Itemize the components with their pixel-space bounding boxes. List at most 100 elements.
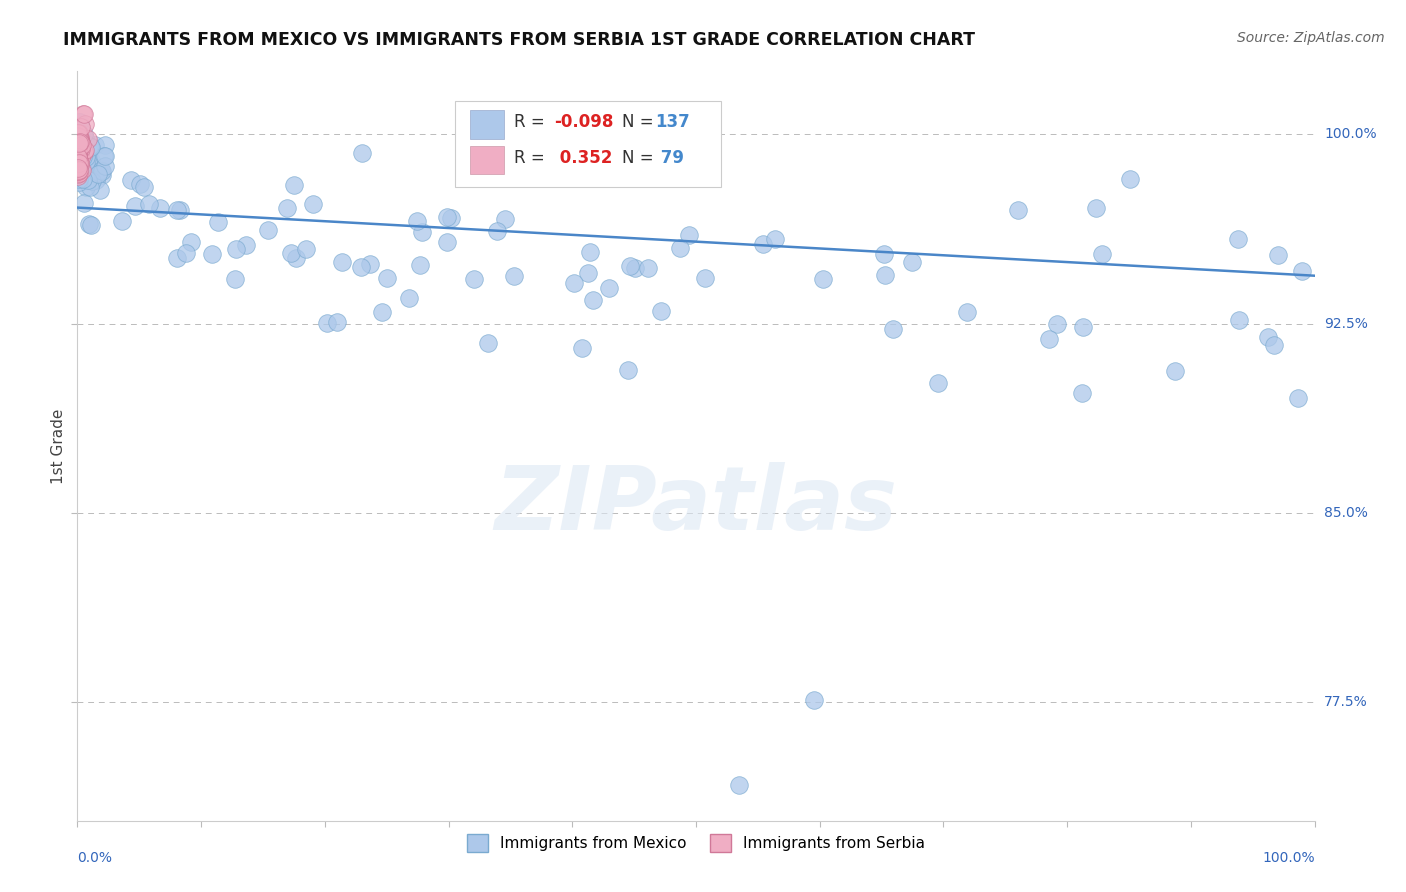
Point bbox=[180, 235, 202, 249]
Point bbox=[67, 162, 90, 177]
Text: ZIPatlas: ZIPatlas bbox=[495, 462, 897, 549]
Point bbox=[66, 164, 89, 178]
Point bbox=[295, 242, 318, 256]
Point bbox=[67, 175, 90, 189]
Point bbox=[66, 158, 89, 172]
Point bbox=[927, 376, 949, 390]
Point bbox=[66, 169, 89, 183]
Point bbox=[69, 137, 91, 152]
Point bbox=[66, 141, 89, 155]
Y-axis label: 1st Grade: 1st Grade bbox=[51, 409, 66, 483]
Point bbox=[67, 163, 90, 178]
Text: R =: R = bbox=[515, 113, 550, 131]
Point bbox=[66, 153, 89, 167]
Point bbox=[111, 214, 134, 228]
Point bbox=[72, 107, 94, 121]
Point bbox=[66, 167, 89, 181]
Point bbox=[73, 145, 96, 159]
Point bbox=[66, 153, 89, 168]
Text: R =: R = bbox=[515, 149, 550, 167]
Point bbox=[75, 155, 97, 169]
Point bbox=[66, 153, 89, 168]
Point bbox=[409, 258, 432, 272]
Point bbox=[280, 246, 302, 260]
Point bbox=[436, 210, 458, 224]
Point bbox=[67, 164, 90, 178]
Point bbox=[225, 242, 247, 256]
Point bbox=[67, 159, 90, 173]
Point bbox=[66, 157, 89, 171]
Point bbox=[562, 276, 585, 290]
Point bbox=[70, 137, 93, 152]
Point bbox=[69, 144, 91, 158]
Point bbox=[73, 143, 96, 157]
Legend: Immigrants from Mexico, Immigrants from Serbia: Immigrants from Mexico, Immigrants from … bbox=[461, 828, 931, 858]
Point bbox=[477, 336, 499, 351]
Point bbox=[67, 128, 90, 142]
Point bbox=[1267, 248, 1289, 262]
Bar bbox=[470, 145, 505, 174]
Point bbox=[67, 166, 90, 180]
Point bbox=[882, 322, 904, 336]
Point bbox=[70, 120, 93, 134]
Point bbox=[91, 164, 114, 178]
Point bbox=[90, 163, 112, 178]
Point bbox=[69, 136, 91, 151]
Point bbox=[69, 131, 91, 145]
Point bbox=[67, 153, 90, 168]
Point bbox=[72, 172, 94, 186]
Point bbox=[77, 132, 100, 146]
Point bbox=[75, 130, 97, 145]
Text: 79: 79 bbox=[655, 149, 685, 167]
Point bbox=[67, 136, 90, 150]
Point bbox=[66, 135, 89, 149]
Point bbox=[371, 304, 394, 318]
Point bbox=[73, 127, 96, 141]
Text: Source: ZipAtlas.com: Source: ZipAtlas.com bbox=[1237, 31, 1385, 45]
Point bbox=[66, 156, 89, 170]
Point bbox=[678, 227, 700, 242]
Point bbox=[94, 159, 117, 173]
Point bbox=[69, 146, 91, 161]
Point bbox=[67, 129, 90, 144]
Point bbox=[67, 143, 90, 157]
Point bbox=[576, 266, 599, 280]
Point bbox=[873, 247, 896, 261]
Point bbox=[66, 153, 89, 168]
Point bbox=[94, 137, 117, 152]
Point bbox=[67, 153, 90, 168]
Point bbox=[66, 147, 89, 161]
Point bbox=[66, 131, 89, 145]
Point bbox=[66, 148, 89, 162]
Point bbox=[66, 137, 89, 152]
Point bbox=[166, 202, 188, 217]
Point bbox=[69, 142, 91, 156]
Point bbox=[124, 199, 146, 213]
Text: 100.0%: 100.0% bbox=[1324, 128, 1376, 142]
Point bbox=[598, 281, 620, 295]
Point bbox=[75, 150, 97, 164]
Point bbox=[486, 223, 509, 237]
Point bbox=[315, 316, 337, 330]
Point bbox=[650, 303, 672, 318]
Point bbox=[69, 151, 91, 165]
Point bbox=[66, 139, 89, 153]
Point bbox=[502, 268, 524, 283]
Point bbox=[66, 127, 89, 141]
Point bbox=[70, 161, 93, 176]
Point bbox=[80, 174, 103, 188]
Point bbox=[72, 150, 94, 164]
Point bbox=[89, 183, 111, 197]
Point bbox=[406, 214, 429, 228]
Point bbox=[763, 232, 786, 246]
Point bbox=[1046, 317, 1069, 331]
Point bbox=[73, 136, 96, 151]
Point bbox=[67, 136, 90, 150]
Point bbox=[67, 156, 90, 170]
Point bbox=[67, 151, 90, 165]
Point bbox=[1007, 202, 1029, 217]
Point bbox=[138, 196, 160, 211]
Point bbox=[73, 117, 96, 131]
Point bbox=[728, 778, 751, 792]
Point bbox=[617, 363, 640, 377]
